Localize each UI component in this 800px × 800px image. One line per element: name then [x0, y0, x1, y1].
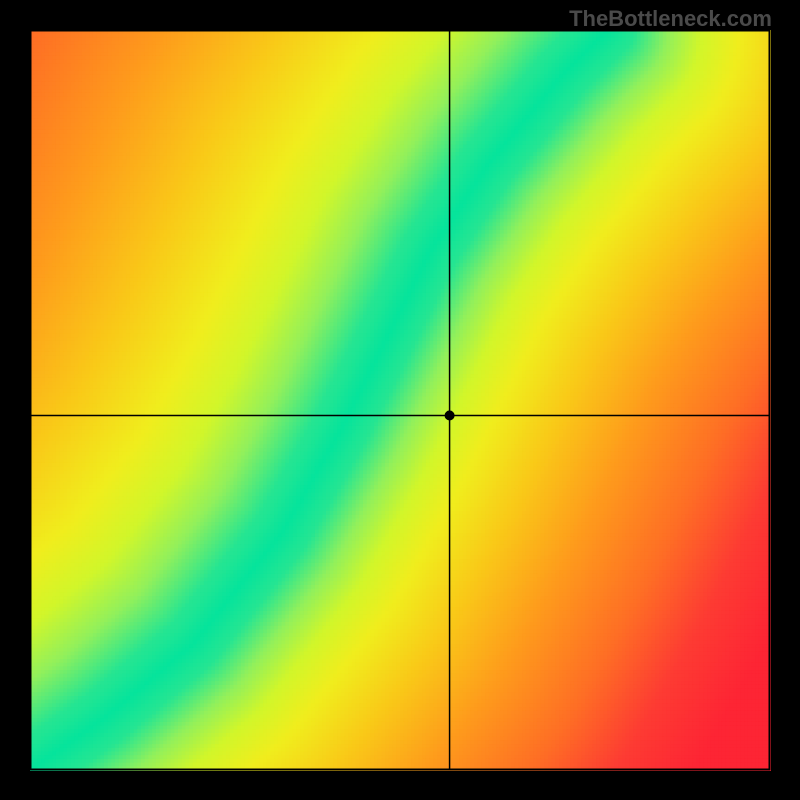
watermark-text: TheBottleneck.com	[569, 6, 772, 32]
bottleneck-heatmap	[0, 0, 800, 800]
